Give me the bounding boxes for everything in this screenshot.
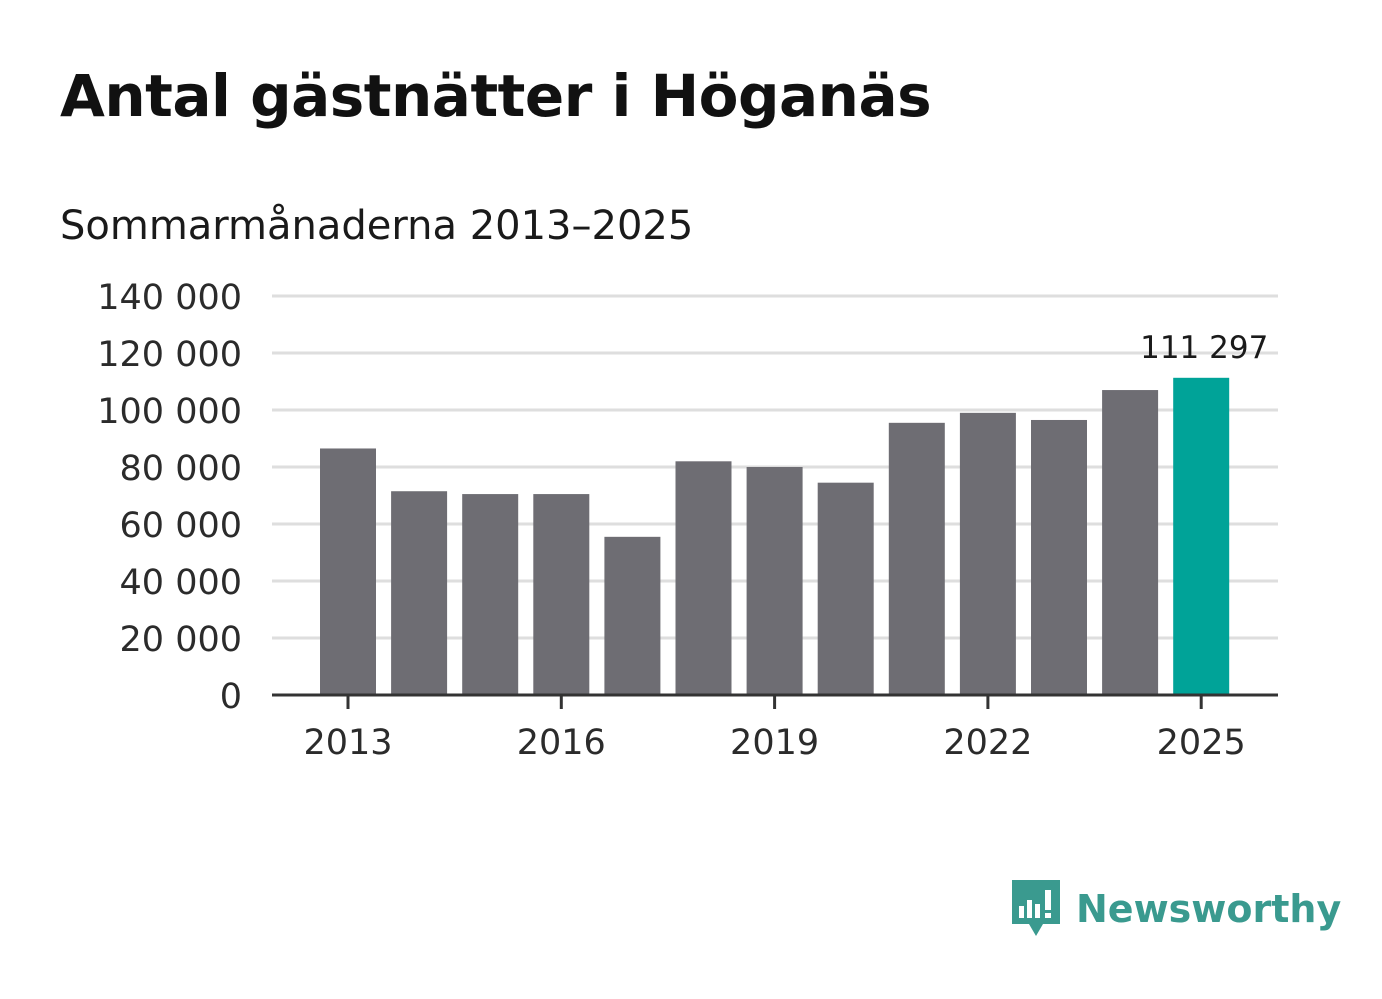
bar-2019 bbox=[746, 467, 803, 695]
y-tick-label: 20 000 bbox=[120, 620, 242, 660]
brand-logo: Newsworthy bbox=[1010, 878, 1341, 940]
brand-name: Newsworthy bbox=[1076, 887, 1342, 931]
x-tick-label: 2013 bbox=[303, 723, 392, 763]
x-tick-label: 2016 bbox=[517, 723, 606, 763]
bar-2015 bbox=[462, 494, 519, 695]
y-tick-label: 140 000 bbox=[97, 278, 242, 318]
bar-2013 bbox=[320, 448, 376, 695]
y-tick-label: 60 000 bbox=[120, 506, 242, 546]
bar-2023 bbox=[1031, 419, 1087, 695]
y-axis-tick-labels: 0 20 000 40 000 60 000 80 000 100 000 120 000 1… bbox=[97, 278, 242, 717]
bar-2016 bbox=[533, 494, 590, 695]
bar-2018 bbox=[675, 461, 732, 695]
y-tick-label: 120 000 bbox=[97, 335, 242, 375]
bars bbox=[320, 377, 1230, 695]
x-axis bbox=[272, 693, 1278, 709]
x-tick-label: 2025 bbox=[1157, 723, 1246, 763]
y-tick-label: 100 000 bbox=[97, 392, 242, 432]
chart-title: Antal gästnätter i Höganäs bbox=[60, 62, 932, 130]
y-tick-label: 40 000 bbox=[120, 563, 242, 603]
bar-2025 bbox=[1173, 377, 1230, 695]
bar-2021 bbox=[888, 422, 945, 695]
bar-2024 bbox=[1102, 390, 1159, 695]
y-tick-label: 0 bbox=[220, 677, 242, 717]
data-label-2025: 111 297 bbox=[1140, 330, 1268, 366]
bar-2014 bbox=[391, 491, 448, 695]
y-tick-label: 80 000 bbox=[120, 449, 242, 489]
x-tick-label: 2019 bbox=[730, 723, 819, 763]
data-labels: 111 297 bbox=[1140, 330, 1268, 366]
bar-2022 bbox=[959, 412, 1016, 695]
bar-2020 bbox=[817, 482, 874, 695]
x-tick-label: 2022 bbox=[943, 723, 1032, 763]
x-axis-tick-labels: 2013 2016 2019 2022 2025 bbox=[303, 723, 1245, 763]
bar-2017 bbox=[604, 536, 661, 695]
newsworthy-logo-icon bbox=[1012, 880, 1060, 936]
chart-subtitle: Sommarmånaderna 2013–2025 bbox=[60, 203, 694, 249]
